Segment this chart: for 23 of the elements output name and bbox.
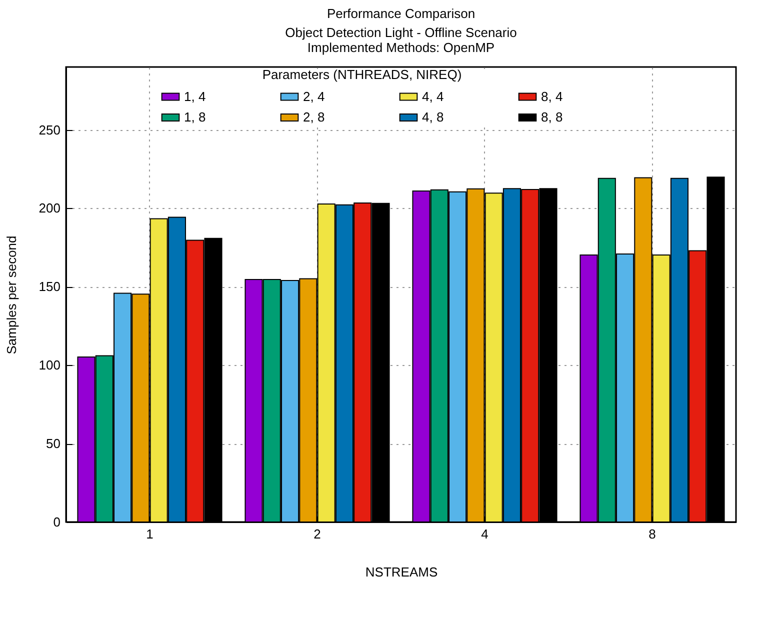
x-tick-label: 1 <box>146 526 154 542</box>
y-tick-label: 100 <box>38 358 60 373</box>
legend-label: 8, 4 <box>541 88 563 104</box>
legend-title: Parameters (NTHREADS, NIREQ) <box>262 67 462 82</box>
legend-label: 1, 8 <box>184 110 206 124</box>
x-tick-label: 4 <box>481 526 488 542</box>
chart-title: Performance Comparison <box>326 6 476 21</box>
legend-label: 1, 4 <box>184 88 206 104</box>
x-tick-label: 8 <box>648 526 656 542</box>
legend-label: 4, 8 <box>422 110 444 124</box>
y-axis-title: Samples per second <box>4 236 19 354</box>
chart-subtitle: Object Detection Light - Offline Scenario Implemented Methods: OpenMP <box>285 25 517 55</box>
x-tick-label: 2 <box>314 526 321 542</box>
y-tick-label: 150 <box>38 279 60 294</box>
legend-label: 2, 4 <box>303 88 325 104</box>
x-axis-title: NSTREAMS <box>365 564 438 580</box>
y-tick-label: 0 <box>53 514 60 530</box>
y-tick-label: 250 <box>38 122 60 138</box>
y-tick-label: 50 <box>46 436 60 452</box>
legend-label: 2, 8 <box>303 110 325 124</box>
legend-label: 8, 8 <box>541 110 563 124</box>
y-tick-label: 200 <box>38 200 60 216</box>
legend-label: 4, 4 <box>422 88 444 104</box>
